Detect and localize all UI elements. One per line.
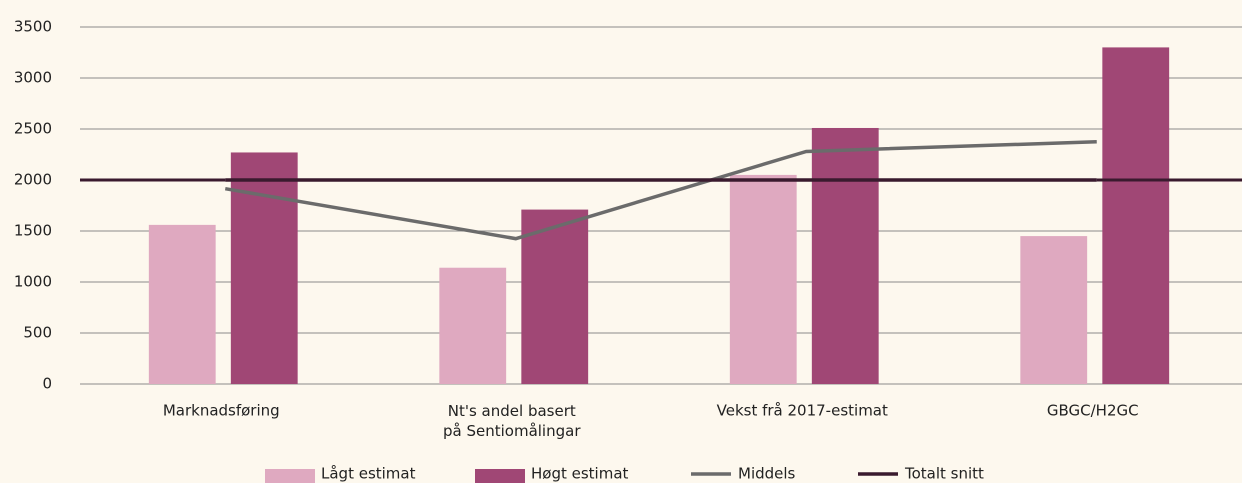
y-tick-label: 2500 [14, 120, 52, 138]
bar [1020, 236, 1088, 384]
bar [811, 127, 879, 384]
legend-label: Lågt estimat [321, 465, 416, 483]
y-tick-label: 0 [42, 375, 52, 393]
y-tick-label: 2000 [14, 171, 52, 189]
legend-swatch [475, 469, 525, 483]
bar [230, 152, 298, 384]
legend-label: Middels [738, 465, 796, 483]
x-tick-label: GBGC/H2GC [1047, 402, 1139, 420]
bar [439, 267, 507, 384]
bar [729, 174, 797, 384]
bar [148, 224, 216, 384]
bar [1102, 47, 1170, 385]
y-tick-label: 3500 [14, 18, 52, 36]
x-tick-label: Vekst frå 2017-estimat [717, 402, 888, 420]
legend-label: Høgt estimat [531, 465, 629, 483]
y-tick-label: 500 [23, 324, 52, 342]
line [224, 140, 1097, 241]
x-tick-label: Nt's andel basert på Sentiomålingar [443, 402, 581, 440]
y-tick-label: 1500 [14, 222, 52, 240]
x-tick-label: Marknadsføring [163, 402, 280, 420]
y-tick-label: 1000 [14, 273, 52, 291]
legend-swatch [265, 469, 315, 483]
y-tick-label: 3000 [14, 69, 52, 87]
legend-label: Totalt snitt [904, 465, 984, 483]
bar [521, 209, 589, 384]
